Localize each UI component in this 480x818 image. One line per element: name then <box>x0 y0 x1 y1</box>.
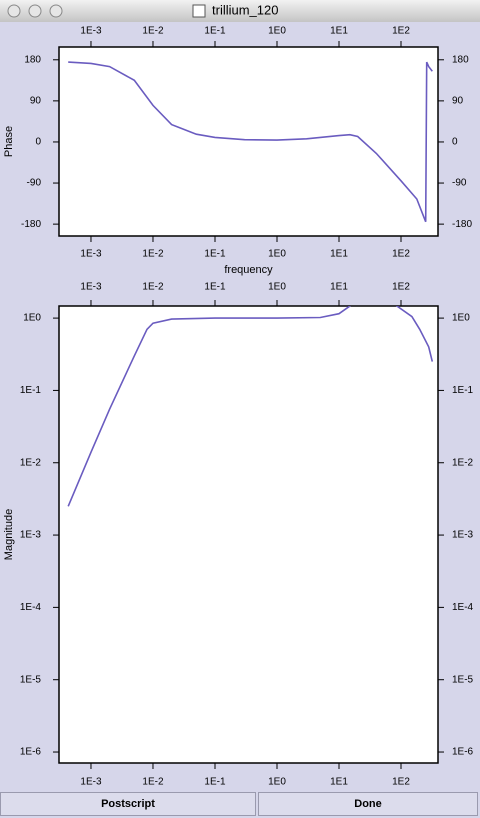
title-bar <box>0 0 480 22</box>
y-tick-label: -90 <box>27 178 42 189</box>
x-tick-label: 1E-1 <box>204 777 226 788</box>
plots: trillium_120 1E-3 1E-3 1E-2 1E-2 1E-1 1E-1 1E0… <box>0 0 480 788</box>
x-tick-label: 1E-2 <box>142 249 164 260</box>
y-tick-label: 1E-1 <box>20 385 42 396</box>
x-tick-label: 1E2 <box>392 777 410 788</box>
y-tick-label: 1E-3 <box>452 530 474 541</box>
x-tick-label: 1E-1 <box>204 249 226 260</box>
postscript-button[interactable]: Postscript <box>0 792 256 816</box>
y-tick-label: 1E-1 <box>452 385 474 396</box>
y-tick-label: 90 <box>452 96 464 107</box>
x-tick-label: 1E-1 <box>204 26 226 37</box>
y-tick-label: -180 <box>21 219 41 230</box>
data-line <box>68 61 433 223</box>
x-tick-label: 1E1 <box>330 777 348 788</box>
x-tick-label: 1E1 <box>330 26 348 37</box>
x-tick-label: 1E-3 <box>80 249 102 260</box>
y-tick-label: 1E-3 <box>20 530 42 541</box>
y-tick-label: 1E-2 <box>20 457 42 468</box>
x-axis-label: frequency <box>224 264 273 276</box>
zoom-button[interactable] <box>49 4 63 18</box>
close-button[interactable] <box>7 4 21 18</box>
x-tick-label: 1E-3 <box>80 26 102 37</box>
y-tick-label: 1E0 <box>452 313 470 324</box>
y-tick-label: 1E-5 <box>20 674 42 685</box>
y-tick-label: -180 <box>452 219 472 230</box>
x-tick-label: 1E1 <box>330 249 348 260</box>
x-tick-label: 1E0 <box>268 777 286 788</box>
plot-area <box>58 305 439 764</box>
y-tick-label: 1E-6 <box>20 747 42 758</box>
x-tick-label: 1E-1 <box>204 282 226 293</box>
y-axis-label: Phase <box>3 126 15 157</box>
y-tick-label: 0 <box>452 137 458 148</box>
y-axis-label: Magnitude <box>3 509 15 560</box>
x-tick-label: 1E-3 <box>80 777 102 788</box>
data-line <box>67 306 434 507</box>
y-tick-label: 180 <box>24 54 41 65</box>
x-tick-label: 1E2 <box>392 26 410 37</box>
y-tick-label: 1E-5 <box>452 674 474 685</box>
y-tick-label: 1E0 <box>23 313 41 324</box>
x-tick-label: 1E0 <box>268 26 286 37</box>
y-tick-label: -90 <box>452 178 467 189</box>
plot-area <box>58 46 439 237</box>
x-icon <box>192 4 206 18</box>
x-tick-label: 1E1 <box>330 282 348 293</box>
y-tick-label: 1E-6 <box>452 747 474 758</box>
minimize-button[interactable] <box>28 4 42 18</box>
y-tick-label: 0 <box>35 137 41 148</box>
y-tick-label: 90 <box>30 96 42 107</box>
done-button[interactable]: Done <box>258 792 478 816</box>
x-tick-label: 1E-2 <box>142 26 164 37</box>
x-tick-label: 1E0 <box>268 282 286 293</box>
y-tick-label: 1E-4 <box>452 602 474 613</box>
y-tick-label: 1E-2 <box>452 457 474 468</box>
y-tick-label: 180 <box>452 54 469 65</box>
x-tick-label: 1E-3 <box>80 282 102 293</box>
window-title: trillium_120 <box>212 2 278 17</box>
y-tick-label: 1E-4 <box>20 602 42 613</box>
x-tick-label: 1E2 <box>392 249 410 260</box>
x-tick-label: 1E0 <box>268 249 286 260</box>
x-tick-label: 1E-2 <box>142 777 164 788</box>
x-tick-label: 1E-2 <box>142 282 164 293</box>
x-tick-label: 1E2 <box>392 282 410 293</box>
